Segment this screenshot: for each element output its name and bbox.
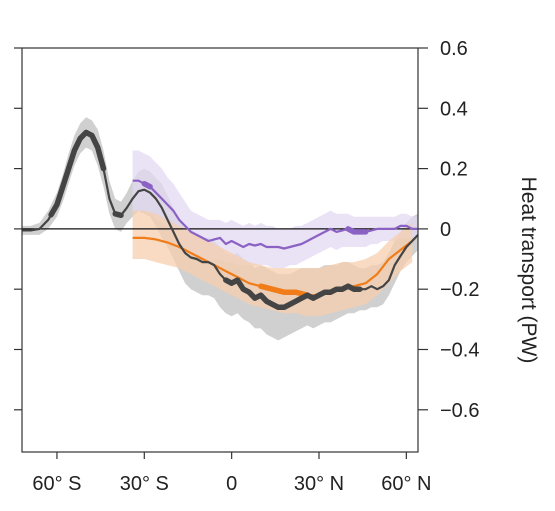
x-tick-label: 0 [226, 473, 237, 495]
y-tick-label: 0.2 [440, 159, 468, 181]
x-tick-label: 30° N [294, 473, 344, 495]
x-axis: 60° S 30° S 0 30° N 60° N [32, 452, 431, 495]
y-tick-label: −0.6 [440, 400, 479, 422]
y-tick-label: −0.4 [440, 339, 479, 361]
series-1-thick-segment-1 [48, 129, 107, 218]
y-tick-label: 0.6 [440, 38, 468, 60]
series-lines [22, 129, 419, 311]
y-tick-label: 0.4 [440, 98, 468, 120]
y-tick-label: −0.2 [440, 279, 479, 301]
x-tick-label: 60° S [32, 473, 81, 495]
series-1-thick-segment-3 [223, 277, 363, 311]
series-2-thick-segment-1 [141, 180, 153, 190]
series-2-line [132, 179, 418, 250]
y-axis: 0.6 0.4 0.2 0 −0.2 −0.4 −0.6 [14, 38, 479, 422]
series-3-thick-segment-1 [258, 283, 311, 298]
x-tick-label: 30° S [120, 473, 169, 495]
y-tick-label: 0 [440, 219, 451, 241]
x-tick-label: 60° N [381, 473, 431, 495]
series-1-thick-segment-2 [112, 211, 124, 219]
series-2-thick-segment-2 [345, 226, 369, 235]
y-axis-title: Heat transport (PW) [517, 177, 540, 364]
plot-frame [21, 47, 419, 453]
